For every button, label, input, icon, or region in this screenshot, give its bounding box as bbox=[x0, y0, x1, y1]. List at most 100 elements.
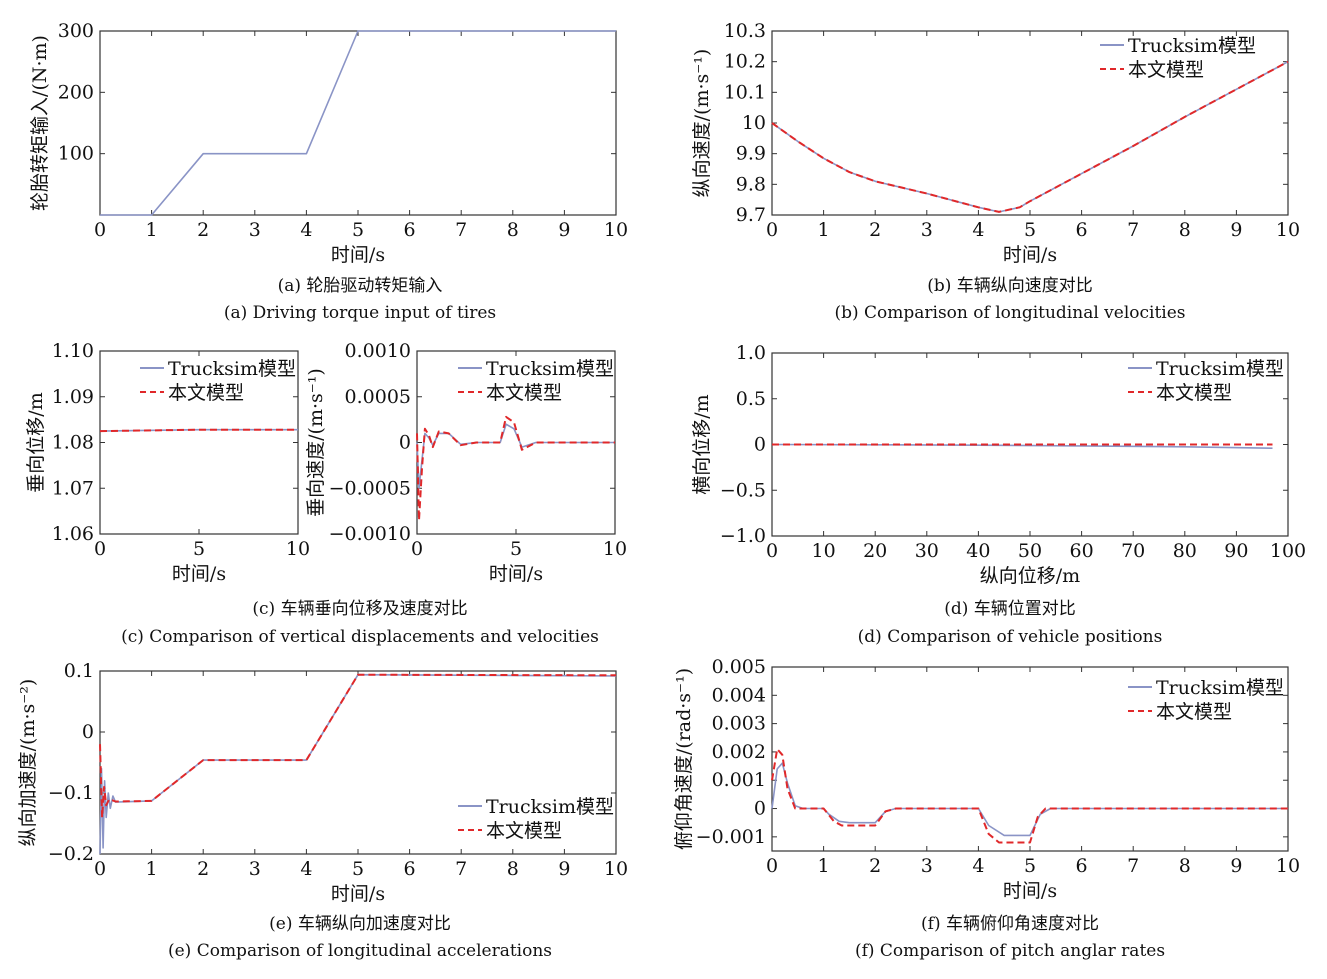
chart-c1: 0 5 10 1.06 1.07 1.08 1.09 1.10 时间/s 垂向位移/m Trucks… bbox=[25, 340, 310, 585]
x-tick-label: 10 bbox=[604, 219, 628, 241]
y-tick-label: 0.1 bbox=[64, 660, 94, 682]
x-tick-label: 7 bbox=[1127, 219, 1139, 241]
y-tick-label: 200 bbox=[58, 81, 94, 103]
y-axis-label: 横向位移/m bbox=[691, 394, 713, 494]
series-line-model bbox=[99, 428, 298, 433]
y-tick-label: 0.004 bbox=[712, 684, 766, 706]
x-tick-label: 2 bbox=[869, 855, 881, 877]
x-tick-label: 1 bbox=[818, 219, 830, 241]
x-tick-label: 2 bbox=[197, 858, 209, 880]
series-line-model bbox=[771, 748, 1288, 844]
y-tick-label: 1.08 bbox=[52, 432, 94, 454]
y-tick-label: 1.07 bbox=[52, 477, 94, 499]
series-line-trucksim bbox=[100, 30, 616, 216]
y-tick-label: 10.2 bbox=[724, 51, 766, 73]
caption-e-en: (e) Comparison of longitudinal accelerat… bbox=[167, 941, 553, 961]
x-tick-label: 0 bbox=[411, 538, 423, 560]
y-tick-label: −0.1 bbox=[48, 782, 94, 804]
series-line-trucksim bbox=[771, 443, 1273, 449]
y-tick-label: 100 bbox=[58, 143, 94, 165]
y-axis-label: 垂向位移/m bbox=[25, 392, 47, 492]
x-tick-label: 0 bbox=[94, 219, 106, 241]
x-tick-label: 10 bbox=[603, 538, 627, 560]
y-tick-label: 1.06 bbox=[52, 523, 94, 545]
y-tick-label: 0.002 bbox=[712, 741, 766, 763]
x-tick-label: 8 bbox=[1179, 855, 1191, 877]
x-tick-label: 10 bbox=[604, 858, 628, 880]
y-tick-label: 9.9 bbox=[736, 143, 766, 165]
caption-c-en: (c) Comparison of vertical displacements… bbox=[121, 627, 599, 647]
x-tick-label: 3 bbox=[249, 219, 261, 241]
y-tick-label: 0 bbox=[754, 434, 766, 456]
x-tick-label: 3 bbox=[921, 219, 933, 241]
x-tick-label: 4 bbox=[972, 855, 984, 877]
caption-f-en: (f) Comparison of pitch anglar rates bbox=[854, 941, 1166, 961]
y-tick-label: 10.3 bbox=[724, 20, 766, 42]
x-tick-label: 5 bbox=[193, 538, 205, 560]
x-tick-label: 8 bbox=[1179, 219, 1191, 241]
y-axis-label: 纵向速度/(m·s⁻¹) bbox=[691, 49, 713, 198]
y-tick-label: 0.0010 bbox=[345, 340, 411, 362]
series-line-model bbox=[416, 415, 615, 522]
x-tick-label: 4 bbox=[972, 219, 984, 241]
chart-d: 0 10 20 30 40 50 60 70 80 90 100 −1.0 −0.5 0 0.5 1.0 纵向位… bbox=[691, 342, 1306, 587]
x-tick-label: 3 bbox=[921, 855, 933, 877]
caption-d-en: (d) Comparison of vehicle positions bbox=[857, 627, 1163, 647]
y-tick-label: 1.10 bbox=[52, 340, 94, 362]
x-tick-label: 6 bbox=[1076, 219, 1088, 241]
x-tick-label: 5 bbox=[352, 219, 364, 241]
x-tick-label: 60 bbox=[1070, 540, 1094, 562]
x-tick-label: 80 bbox=[1173, 540, 1197, 562]
x-axis-label: 时间/s bbox=[1003, 244, 1057, 266]
x-tick-label: 1 bbox=[146, 858, 158, 880]
y-tick-label: 0.5 bbox=[736, 388, 766, 410]
x-tick-label: 8 bbox=[507, 219, 519, 241]
legend-label: 本文模型 bbox=[486, 820, 562, 842]
x-axis-label: 时间/s bbox=[489, 563, 543, 585]
x-tick-label: 7 bbox=[1127, 855, 1139, 877]
chart-c2: 0 5 10 −0.0010 −0.0005 0 0.0005 0.0010 时间/s 垂向速度/… bbox=[305, 340, 627, 585]
x-tick-label: 10 bbox=[286, 538, 310, 560]
x-tick-label: 0 bbox=[766, 855, 778, 877]
legend-label: Trucksim模型 bbox=[1156, 677, 1284, 699]
y-tick-label: −0.0005 bbox=[329, 477, 411, 499]
y-tick-label: 0 bbox=[399, 432, 411, 454]
chart-f: 0 1 2 3 4 5 6 7 8 9 10−0.00100.0010.0020.0030.0040… bbox=[673, 656, 1300, 902]
legend-label: 本文模型 bbox=[1156, 382, 1232, 404]
y-tick-label: 1.09 bbox=[52, 386, 94, 408]
x-tick-label: 100 bbox=[1270, 540, 1306, 562]
chart-b: 0 1 2 3 4 5 6 7 8 9 10 9.7 9.8 9.9 10 10.1 10.2 10.3 时间/s 纵… bbox=[691, 20, 1300, 266]
x-tick-label: 6 bbox=[1076, 855, 1088, 877]
caption-a-en: (a) Driving torque input of tires bbox=[223, 303, 497, 323]
x-tick-label: 6 bbox=[404, 858, 416, 880]
x-tick-label: 5 bbox=[1024, 855, 1036, 877]
x-tick-label: 10 bbox=[812, 540, 836, 562]
x-tick-label: 50 bbox=[1018, 540, 1042, 562]
x-tick-label: 0 bbox=[766, 540, 778, 562]
series-line-model bbox=[771, 60, 1289, 213]
legend-label: Trucksim模型 bbox=[1156, 358, 1284, 380]
legend-label: 本文模型 bbox=[1128, 59, 1204, 81]
x-tick-label: 9 bbox=[1230, 855, 1242, 877]
x-tick-label: 9 bbox=[558, 858, 570, 880]
x-axis-label: 时间/s bbox=[331, 883, 385, 905]
y-axis-label: 垂向速度/(m·s⁻¹) bbox=[305, 368, 327, 517]
caption-b-en: (b) Comparison of longitudinal velocitie… bbox=[834, 303, 1186, 323]
x-axis-label: 时间/s bbox=[172, 563, 226, 585]
x-tick-label: 6 bbox=[404, 219, 416, 241]
x-tick-label: 90 bbox=[1224, 540, 1248, 562]
y-axis-label: 俯仰角速度/(rad·s⁻¹) bbox=[673, 668, 695, 850]
x-tick-label: 1 bbox=[818, 855, 830, 877]
legend-label: Trucksim模型 bbox=[486, 796, 614, 818]
caption-b-cn: (b) 车辆纵向速度对比 bbox=[927, 276, 1093, 296]
y-tick-label: 0.003 bbox=[712, 713, 766, 735]
caption-a-cn: (a) 轮胎驱动转矩输入 bbox=[277, 276, 443, 296]
x-tick-label: 4 bbox=[300, 858, 312, 880]
y-tick-label: 0.005 bbox=[712, 656, 766, 678]
x-tick-label: 40 bbox=[966, 540, 990, 562]
y-tick-label: −0.5 bbox=[720, 479, 766, 501]
legend-label: Trucksim模型 bbox=[168, 358, 296, 380]
x-tick-label: 1 bbox=[146, 219, 158, 241]
y-tick-label: −0.2 bbox=[48, 843, 94, 865]
